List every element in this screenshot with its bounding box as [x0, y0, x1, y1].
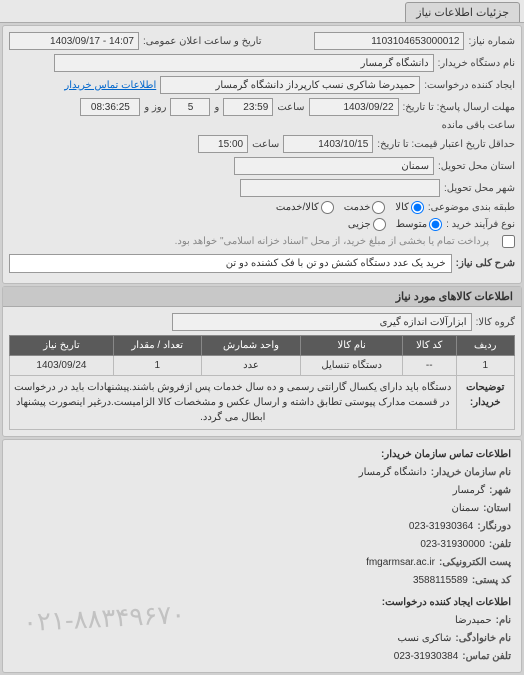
td-code: -- — [403, 356, 457, 376]
creator-label: ایجاد کننده درخواست: — [424, 80, 515, 91]
announce-value: 14:07 - 1403/09/17 — [9, 32, 139, 50]
category-label: طبقه بندی موضوعی: — [428, 202, 515, 213]
contact-section: ۰۲۱-۸۸۳۴۹۶۷۰ اطلاعات تماس سازمان خریدار:… — [2, 439, 522, 673]
group-value: ابزارآلات اندازه گیری — [172, 313, 472, 331]
pay-note-check[interactable]: پرداخت تمام یا بخشی از مبلغ خرید، از محل… — [175, 235, 515, 248]
radio-both-input[interactable] — [321, 201, 334, 214]
purchase-radios: متوسط جزیی — [348, 218, 442, 231]
email-label: پست الکترونیکی: — [439, 554, 511, 572]
cprov-label: استان: — [483, 500, 511, 518]
cfamily-value: شاکری نسب — [398, 630, 452, 648]
org-label: نام سازمان خریدار: — [431, 464, 511, 482]
overall-label: شرح کلی نیاز: — [456, 258, 515, 269]
cfamily-label: نام خانوادگی: — [455, 630, 511, 648]
email-value: fmgarmsar.ac.ir — [366, 554, 435, 572]
td-qty: 1 — [113, 356, 201, 376]
fax-label: دورنگار: — [477, 518, 511, 536]
ccity-value: گرمسار — [453, 482, 485, 500]
announce-label: تاریخ و ساعت اعلان عمومی: — [143, 36, 262, 47]
th-code: کد کالا — [403, 336, 457, 356]
creator-value: حمیدرضا شاکری نسب کارپرداز دانشگاه گرمسا… — [160, 76, 420, 94]
reqno-label: شماره نیاز: — [468, 36, 515, 47]
phone-label: تلفن: — [489, 536, 511, 554]
group-label: گروه کالا: — [476, 317, 515, 328]
phone-value: 023-31930000 — [420, 536, 485, 554]
buyer-name-label: نام دستگاه خریدار: — [438, 58, 515, 69]
goods-table: ردیف کد کالا نام کالا واحد شمارش تعداد /… — [9, 335, 515, 430]
td-idx: 1 — [456, 356, 514, 376]
th-date: تاریخ نیاز — [10, 336, 114, 356]
radio-mid-input[interactable] — [429, 218, 442, 231]
buyer-contact-link[interactable]: اطلاعات تماس خریدار — [64, 80, 156, 91]
radio-small-label: جزیی — [348, 219, 371, 230]
validity-date: 1403/10/15 — [283, 135, 373, 153]
validity-time: 15:00 — [198, 135, 248, 153]
city-value — [240, 179, 440, 197]
and-label: و — [214, 102, 219, 113]
pay-note-text: پرداخت تمام یا بخشی از مبلغ خرید، از محل… — [175, 236, 489, 247]
notes-label-cell: توضیحات خریدار: — [456, 376, 514, 430]
watermark-phone: ۰۲۱-۸۸۳۴۹۶۷۰ — [22, 591, 187, 646]
deadline-response-label: مهلت ارسال پاسخ: تا تاریخ: — [403, 102, 515, 113]
goods-section: اطلاعات کالاهای مورد نیاز گروه کالا: ابز… — [2, 286, 522, 437]
th-idx: ردیف — [456, 336, 514, 356]
postal-value: 3588115589 — [413, 572, 468, 590]
header-section: شماره نیاز: 1103104653000012 تاریخ و ساع… — [2, 25, 522, 284]
radio-small-input[interactable] — [373, 218, 386, 231]
province-label: استان محل تحویل: — [438, 161, 515, 172]
overall-value: خرید یک عدد دستگاه کشش دو تن با فک کشنده… — [9, 254, 452, 273]
table-row: 1 -- دستگاه تنسایل عدد 1 1403/09/24 — [10, 356, 515, 376]
validity-label: حداقل تاریخ اعتبار قیمت: تا تاریخ: — [377, 139, 515, 150]
th-unit: واحد شمارش — [201, 336, 301, 356]
days-suffix: روز و — [144, 102, 166, 113]
buyer-name-value: دانشگاه گرمسار — [54, 54, 434, 72]
radio-mid-label: متوسط — [396, 219, 427, 230]
pay-note-checkbox[interactable] — [502, 235, 515, 248]
td-name: دستگاه تنسایل — [301, 356, 403, 376]
days-value: 5 — [170, 98, 210, 116]
cprov-value: سمنان — [452, 500, 480, 518]
th-name: نام کالا — [301, 336, 403, 356]
remaining-time: 08:36:25 — [80, 98, 140, 116]
category-radios: کالا خدمت کالا/خدمت — [276, 201, 424, 214]
radio-service[interactable]: خدمت — [344, 201, 386, 214]
province-value: سمنان — [234, 157, 434, 175]
cname-value: حمیدرضا — [455, 612, 492, 630]
cphone-value: 023-31930384 — [394, 648, 459, 666]
radio-goods[interactable]: کالا — [395, 201, 424, 214]
radio-service-input[interactable] — [372, 201, 385, 214]
cname-label: نام: — [496, 612, 511, 630]
th-qty: تعداد / مقدار — [113, 336, 201, 356]
tab-details[interactable]: جزئیات اطلاعات نیاز — [405, 2, 520, 22]
radio-service-label: خدمت — [344, 202, 371, 213]
notes-cell: دستگاه باید دارای یکسال گارانتی رسمی و د… — [10, 376, 457, 430]
deadline-time: 23:59 — [223, 98, 273, 116]
time-label-1: ساعت — [277, 102, 304, 113]
cphone-label: تلفن تماس: — [462, 648, 511, 666]
td-date: 1403/09/24 — [10, 356, 114, 376]
ccity-label: شهر: — [489, 482, 511, 500]
contact-section-title: اطلاعات تماس سازمان خریدار: — [13, 446, 511, 464]
tab-bar: جزئیات اطلاعات نیاز — [0, 0, 524, 23]
radio-both-label: کالا/خدمت — [276, 202, 319, 213]
notes-row: توضیحات خریدار: دستگاه باید دارای یکسال … — [10, 376, 515, 430]
time-label-2: ساعت — [252, 139, 279, 150]
radio-goods-input[interactable] — [411, 201, 424, 214]
city-label: شهر محل تحویل: — [444, 183, 515, 194]
radio-both[interactable]: کالا/خدمت — [276, 201, 334, 214]
postal-label: کد پستی: — [472, 572, 511, 590]
radio-goods-label: کالا — [395, 202, 409, 213]
reqno-value: 1103104653000012 — [314, 32, 464, 50]
radio-small[interactable]: جزیی — [348, 218, 386, 231]
org-value: دانشگاه گرمسار — [359, 464, 427, 482]
deadline-date: 1403/09/22 — [309, 98, 399, 116]
purchase-label: نوع فرآیند خرید : — [446, 219, 515, 230]
fax-value: 023-31930364 — [409, 518, 474, 536]
table-header-row: ردیف کد کالا نام کالا واحد شمارش تعداد /… — [10, 336, 515, 356]
radio-mid[interactable]: متوسط — [396, 218, 442, 231]
td-unit: عدد — [201, 356, 301, 376]
remaining-suffix: ساعت باقی مانده — [442, 120, 515, 131]
goods-section-title: اطلاعات کالاهای مورد نیاز — [3, 287, 521, 307]
